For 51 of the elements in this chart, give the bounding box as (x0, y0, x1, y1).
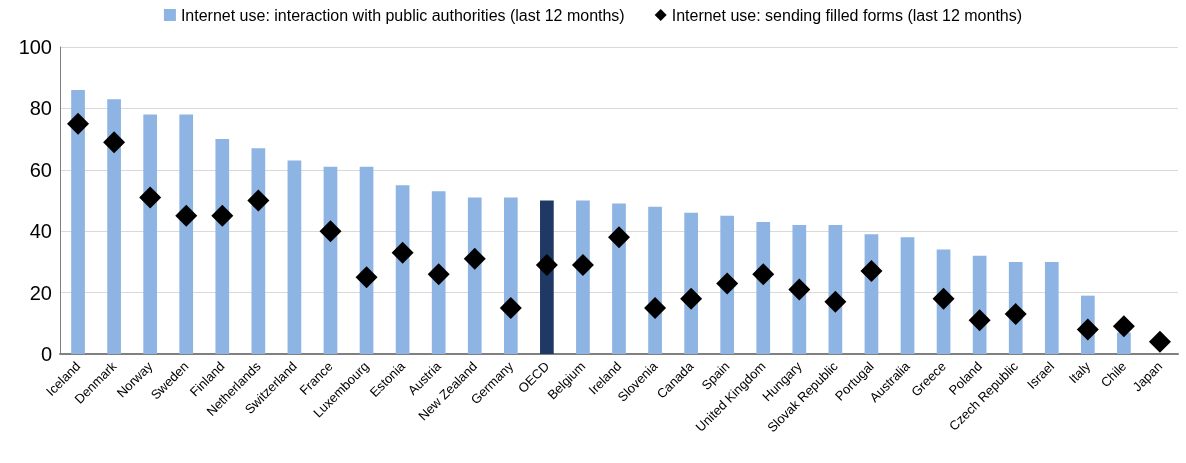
point (1004, 303, 1027, 326)
bar (576, 200, 590, 354)
bar (215, 139, 230, 354)
point (1112, 315, 1135, 338)
point (1076, 318, 1099, 341)
point (680, 287, 703, 310)
point (1148, 330, 1171, 353)
point (67, 112, 90, 135)
point (535, 253, 558, 276)
bar (287, 160, 302, 354)
point (319, 220, 342, 243)
bar (503, 197, 518, 354)
point (427, 263, 450, 286)
point (391, 241, 414, 264)
point (247, 189, 270, 212)
point (103, 131, 126, 154)
point (968, 309, 991, 332)
point (608, 226, 630, 249)
bar (1117, 332, 1131, 354)
point (860, 260, 883, 283)
y-tick-label: 60 (29, 158, 52, 181)
bar (467, 197, 482, 354)
point (752, 263, 775, 286)
bar (431, 191, 446, 354)
legend-label: Internet use: sending filled forms (last 12 months) (671, 6, 1023, 24)
point (175, 204, 198, 227)
point (716, 272, 739, 295)
point (788, 278, 811, 301)
bar (900, 237, 915, 354)
point (463, 247, 486, 270)
point (211, 204, 234, 227)
point (824, 290, 847, 313)
y-tick-label: 100 (18, 36, 52, 58)
bar (1044, 261, 1059, 354)
x-tick-label: Italy (1065, 358, 1094, 387)
bar (179, 114, 194, 354)
point (499, 296, 522, 319)
y-tick-label: 40 (29, 220, 52, 243)
legend-label: Internet use: interaction with public authorities (last 12 months) (180, 6, 625, 24)
bar (71, 89, 85, 354)
point (139, 186, 162, 209)
point (932, 287, 955, 310)
point (355, 266, 378, 289)
point (644, 296, 667, 319)
bar (540, 200, 554, 354)
y-tick-label: 20 (29, 281, 52, 304)
bar (107, 99, 121, 354)
bar (143, 114, 158, 354)
y-tick-label: 0 (40, 343, 52, 365)
point (571, 253, 594, 276)
y-tick-label: 80 (29, 97, 52, 120)
